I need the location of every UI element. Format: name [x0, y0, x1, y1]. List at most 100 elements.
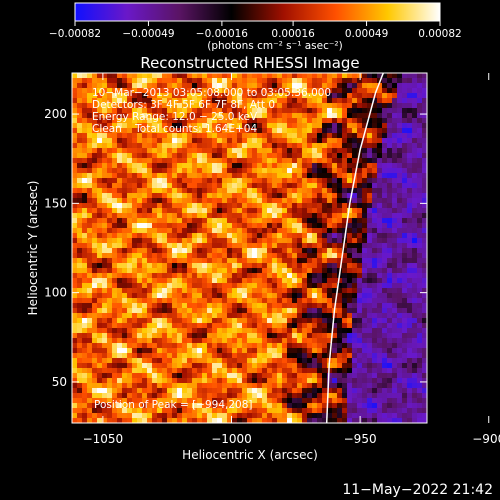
heatmap-cell — [262, 233, 268, 239]
heatmap-cell — [92, 148, 98, 154]
heatmap-cell — [352, 133, 358, 139]
heatmap-cell — [422, 158, 427, 164]
heatmap-cell — [287, 243, 293, 249]
heatmap-cell — [217, 338, 223, 344]
heatmap-cell — [352, 143, 358, 149]
heatmap-cell — [142, 233, 148, 239]
heatmap-cell — [122, 293, 128, 299]
heatmap-cell — [317, 398, 323, 404]
heatmap-cell — [122, 273, 128, 279]
heatmap-cell — [197, 338, 203, 344]
heatmap-cell — [237, 83, 243, 89]
heatmap-cell — [407, 273, 413, 279]
heatmap-cell — [107, 178, 113, 184]
heatmap-cell — [292, 388, 298, 394]
heatmap-cell — [367, 183, 373, 189]
heatmap-cell — [97, 348, 103, 354]
heatmap-cell — [282, 178, 288, 184]
heatmap-cell — [352, 128, 358, 134]
heatmap-cell — [407, 258, 413, 264]
heatmap-cell — [92, 298, 98, 304]
heatmap-cell — [397, 388, 403, 394]
heatmap-cell — [277, 338, 283, 344]
heatmap-cell — [147, 308, 153, 314]
heatmap-cell — [147, 358, 153, 364]
heatmap-cell — [182, 293, 188, 299]
heatmap-cell — [157, 328, 163, 334]
heatmap-cell — [312, 123, 318, 129]
heatmap-cell — [217, 198, 223, 204]
heatmap-cell — [222, 268, 228, 274]
heatmap-cell — [187, 358, 193, 364]
heatmap-cell — [247, 373, 253, 379]
heatmap-cell — [167, 243, 173, 249]
heatmap-cell — [342, 323, 348, 329]
heatmap-cell — [332, 153, 338, 159]
heatmap-cell — [357, 403, 363, 409]
heatmap-cell — [252, 358, 258, 364]
heatmap-cell — [177, 393, 183, 399]
heatmap-cell — [87, 338, 93, 344]
heatmap-cell — [212, 258, 218, 264]
heatmap-cell — [347, 248, 353, 254]
heatmap-cell — [377, 258, 383, 264]
heatmap-cell — [382, 358, 388, 364]
heatmap-cell — [412, 263, 418, 269]
heatmap-cell — [97, 298, 103, 304]
heatmap-cell — [117, 173, 123, 179]
heatmap-cell — [422, 283, 427, 289]
heatmap-cell — [337, 178, 343, 184]
heatmap-cell — [257, 228, 263, 234]
heatmap-cell — [257, 183, 263, 189]
heatmap-cell — [172, 408, 178, 414]
heatmap-cell — [277, 163, 283, 169]
heatmap-cell — [112, 353, 118, 359]
heatmap-cell — [92, 88, 98, 94]
heatmap-cell — [152, 108, 158, 114]
heatmap-cell — [312, 343, 318, 349]
heatmap-cell — [292, 288, 298, 294]
heatmap-cell — [392, 113, 398, 119]
heatmap-cell — [212, 378, 218, 384]
heatmap-cell — [247, 393, 253, 399]
heatmap-cell — [227, 183, 233, 189]
heatmap-cell — [87, 213, 93, 219]
heatmap-cell — [212, 383, 218, 389]
heatmap-cell — [322, 133, 328, 139]
heatmap-cell — [117, 118, 123, 124]
heatmap-cell — [332, 188, 338, 194]
heatmap-cell — [422, 343, 427, 349]
heatmap-cell — [127, 393, 133, 399]
heatmap-cell — [222, 113, 228, 119]
heatmap-cell — [272, 213, 278, 219]
heatmap-cell — [357, 203, 363, 209]
heatmap-cell — [152, 98, 158, 104]
heatmap-cell — [82, 353, 88, 359]
heatmap-cell — [212, 418, 218, 423]
heatmap-cell — [82, 323, 88, 329]
heatmap-cell — [362, 388, 368, 394]
heatmap-cell — [357, 298, 363, 304]
heatmap-cell — [77, 248, 83, 254]
heatmap-cell — [292, 183, 298, 189]
heatmap-cell — [267, 318, 273, 324]
heatmap-cell — [142, 258, 148, 264]
heatmap-cell — [377, 113, 383, 119]
heatmap-cell — [292, 218, 298, 224]
heatmap-cell — [242, 213, 248, 219]
heatmap-cell — [192, 413, 198, 419]
heatmap-cell — [402, 163, 408, 169]
heatmap-cell — [187, 308, 193, 314]
heatmap-cell — [337, 333, 343, 339]
heatmap-cell — [152, 338, 158, 344]
heatmap-cell — [232, 158, 238, 164]
heatmap-cell — [157, 158, 163, 164]
heatmap-cell — [202, 208, 208, 214]
solar-limb-line — [325, 73, 384, 423]
heatmap-cell — [207, 278, 213, 284]
heatmap-cell — [207, 143, 213, 149]
heatmap-cell — [97, 303, 103, 309]
heatmap-cell — [322, 213, 328, 219]
heatmap-cell — [297, 353, 303, 359]
heatmap-cell — [137, 158, 143, 164]
